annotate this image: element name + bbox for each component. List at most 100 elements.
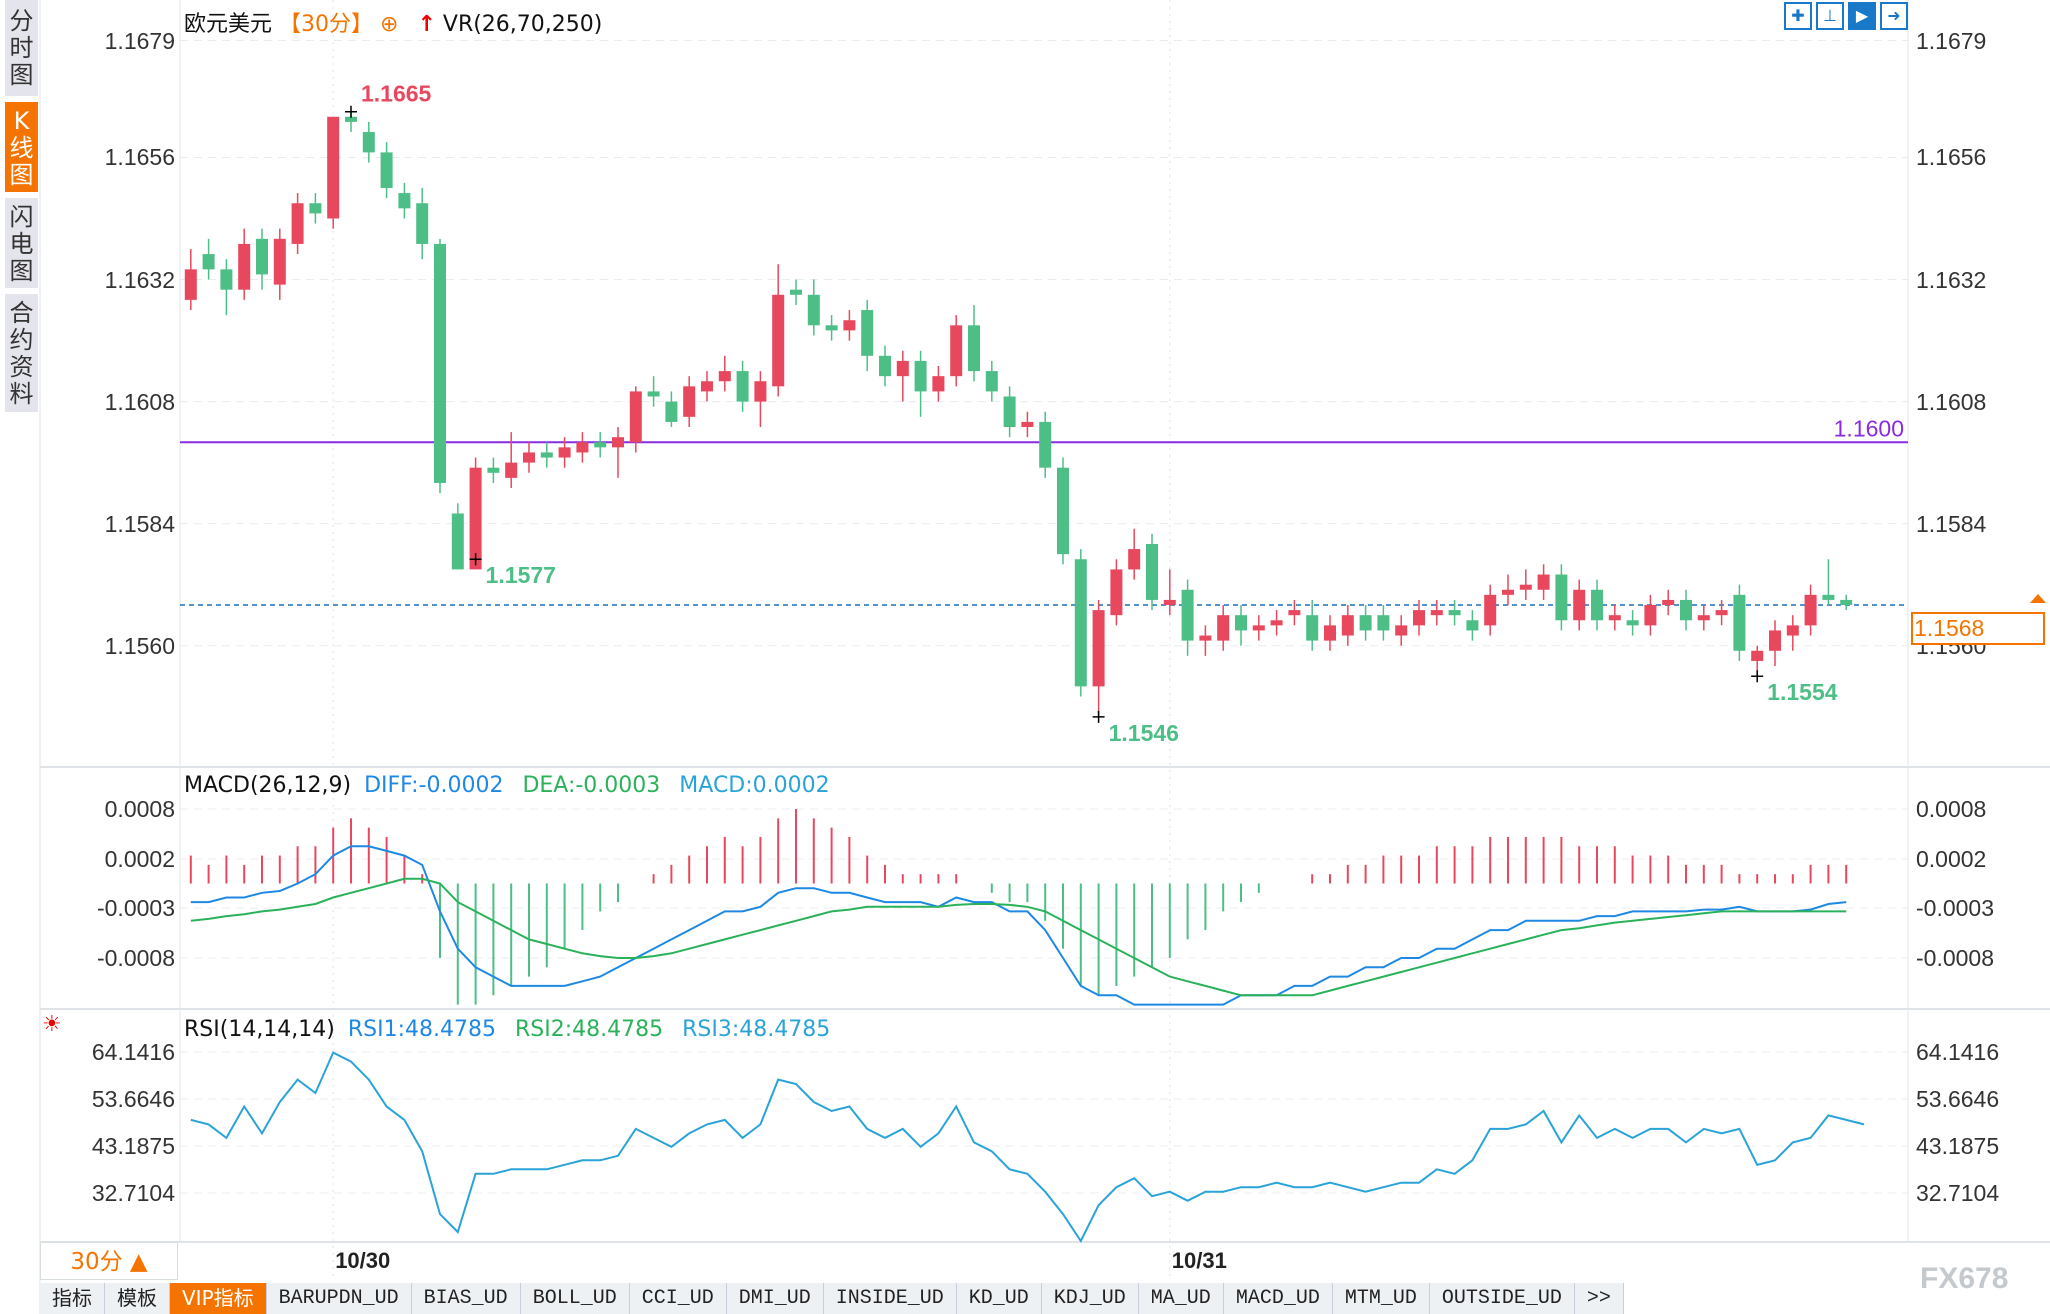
candle-body xyxy=(647,391,660,397)
indicator-tab[interactable]: CCI_UD xyxy=(630,1283,727,1314)
range-icon[interactable]: ⊥ xyxy=(1816,2,1844,30)
candle-body xyxy=(807,294,820,326)
rsi-header: RSI(14,14,14) RSI1:48.4785 RSI2:48.4785 … xyxy=(184,1017,830,1042)
candle-body xyxy=(1573,589,1586,621)
price-annotation: 1.1546 xyxy=(1109,720,1179,746)
price-annotation: 1.1554 xyxy=(1767,679,1838,705)
candle-body xyxy=(825,325,838,331)
indicator-tab[interactable]: OUTSIDE_UD xyxy=(1430,1283,1575,1314)
play-icon[interactable]: ▶ xyxy=(1848,2,1876,30)
candle-body xyxy=(612,437,624,448)
view-tabs: 分时图 K线图 闪电图 合约资料 xyxy=(5,0,38,418)
candle-body xyxy=(683,386,696,417)
candle-body xyxy=(843,320,856,331)
candle-body xyxy=(932,376,945,392)
indicator-tab[interactable]: 指标 xyxy=(40,1283,105,1314)
indicator-tab[interactable]: BIAS_UD xyxy=(412,1283,521,1314)
settings-sun-icon[interactable]: ☀ xyxy=(42,1012,62,1037)
y-tick-label: -0.0003 xyxy=(1916,895,1995,921)
indicator-tab[interactable]: DMI_UD xyxy=(727,1283,824,1314)
y-tick-label: 1.1608 xyxy=(1916,388,1987,415)
candle-body xyxy=(1502,589,1514,595)
candle-body xyxy=(505,462,518,478)
extreme-marker xyxy=(1092,710,1105,723)
candle-body xyxy=(1252,625,1265,631)
tab-contract-info[interactable]: 合约资料 xyxy=(5,294,38,412)
tab-flash-chart[interactable]: 闪电图 xyxy=(5,198,38,288)
candle-body xyxy=(718,371,731,382)
candle-body xyxy=(790,289,802,295)
candle-body xyxy=(1110,569,1123,616)
candle-body xyxy=(184,269,197,300)
y-tick-label: 0.0002 xyxy=(1916,846,1987,872)
macd-dea-line xyxy=(190,877,1847,997)
candle-body xyxy=(879,355,891,377)
indicator-tab[interactable]: 模板 xyxy=(105,1283,170,1314)
y-tick-label: 32.7104 xyxy=(1916,1180,2000,1206)
candle-body xyxy=(968,325,980,372)
watermark: FX678 xyxy=(1920,1262,2009,1295)
candle-body xyxy=(558,447,571,458)
macd-diff-line xyxy=(190,845,1847,1006)
y-tick-label: 64.1416 xyxy=(1916,1039,2000,1065)
candle-body xyxy=(1822,594,1835,600)
y-tick-label: 1.1584 xyxy=(104,510,175,537)
candle-body xyxy=(754,381,767,402)
chart-toolbar: ✚ ⊥ ▶ ➜ xyxy=(1784,2,1908,30)
candle-body xyxy=(1591,589,1603,621)
exit-icon[interactable]: ➜ xyxy=(1880,2,1908,30)
indicator-tab[interactable]: VIP指标 xyxy=(170,1283,267,1314)
y-tick-label: 64.1416 xyxy=(91,1039,175,1065)
candle-body xyxy=(576,442,589,453)
period-selector[interactable]: 30分 ▲ xyxy=(40,1242,178,1280)
indicator-tab[interactable]: MACD_UD xyxy=(1224,1283,1333,1314)
candle-body xyxy=(861,310,874,356)
candle-body xyxy=(629,391,642,443)
candle-body xyxy=(1057,467,1069,555)
candle-body xyxy=(1377,615,1390,631)
indicator-tab[interactable]: INSIDE_UD xyxy=(824,1283,957,1314)
indicator-tab[interactable]: BARUPDN_UD xyxy=(267,1283,412,1314)
indicator-tab[interactable]: MTM_UD xyxy=(1333,1283,1430,1314)
y-tick-label: -0.0003 xyxy=(96,895,175,921)
y-tick-label: 53.6646 xyxy=(91,1085,175,1112)
candle-body xyxy=(1804,594,1817,626)
chart-header: 欧元美元 【30分】 ⊕ ↑ VR(26,70,250) xyxy=(184,6,602,38)
candle-body xyxy=(540,452,553,458)
candle-body xyxy=(1003,396,1016,428)
crosshair-icon[interactable]: ✚ xyxy=(1784,2,1812,30)
candle-body xyxy=(701,381,713,392)
rsi1-label: RSI1:48.4785 xyxy=(347,1017,496,1042)
red-up-arrow-icon: ↑ xyxy=(417,12,436,37)
y-tick-label: 0.0002 xyxy=(104,846,175,872)
tab-kline-chart[interactable]: K线图 xyxy=(5,102,38,192)
y-tick-label: 1.1679 xyxy=(104,27,175,54)
candle-body xyxy=(220,269,233,290)
candle-body xyxy=(1448,610,1461,616)
y-tick-label: 1.1679 xyxy=(1916,27,1987,54)
indicator-tab[interactable]: MA_UD xyxy=(1139,1283,1224,1314)
candle-body xyxy=(291,203,304,244)
zoom-circle-icon[interactable]: ⊕ xyxy=(380,12,399,37)
indicator-tab[interactable]: KDJ_UD xyxy=(1042,1283,1139,1314)
indicator-tab[interactable]: KD_UD xyxy=(957,1283,1042,1314)
candle-body xyxy=(1128,549,1141,570)
y-tick-label: 1.1632 xyxy=(104,266,175,293)
candle-body xyxy=(1359,615,1372,631)
candle-body xyxy=(416,203,429,244)
indicator-tabs: 指标 模板 VIP指标 BARUPDN_UD BIAS_UD BOLL_UD CCI_UD D… xyxy=(40,1283,1624,1314)
candle-body xyxy=(362,132,375,153)
candle-body xyxy=(1786,625,1799,636)
indicator-tab[interactable]: >> xyxy=(1575,1283,1624,1314)
y-tick-label: 43.1875 xyxy=(1916,1132,2000,1159)
extreme-marker xyxy=(345,105,357,118)
candle-body xyxy=(202,254,215,270)
tab-time-chart[interactable]: 分时图 xyxy=(5,0,38,96)
y-tick-label: 1.1608 xyxy=(104,388,175,415)
time-label: 10/30 xyxy=(335,1248,390,1273)
indicator-tab[interactable]: BOLL_UD xyxy=(521,1283,630,1314)
candle-body xyxy=(1181,589,1194,641)
candle-body xyxy=(1341,615,1354,636)
candle-body xyxy=(1519,584,1532,590)
